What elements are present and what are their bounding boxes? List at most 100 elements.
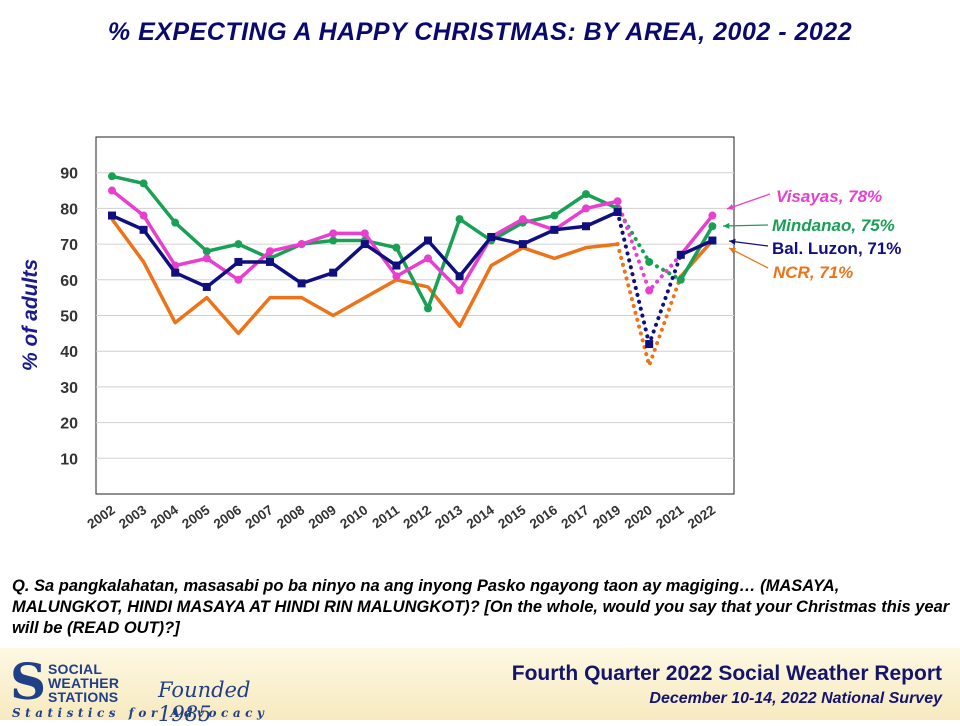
leader-arrow-visayas: [727, 204, 734, 210]
logo-text-social: SOCIAL: [48, 661, 103, 677]
data-point-visayas: [234, 275, 243, 284]
leader-line-bal-luzon: [728, 240, 769, 247]
series-line-ncr: [110, 218, 618, 336]
data-point-bal-luzon: [360, 240, 369, 249]
sws-logo: S SOCIAL WEATHER STATIONS Founded 1985 S…: [10, 652, 264, 726]
data-point-mindanao: [171, 218, 180, 227]
x-tick-label: 2007: [243, 502, 276, 532]
data-point-mindanao: [234, 240, 243, 249]
data-point-mindanao: [582, 190, 590, 199]
y-tick-label: 30: [60, 380, 78, 397]
y-tick-label: 40: [60, 344, 78, 361]
end-label-visayas: Visayas, 78%: [776, 187, 882, 206]
data-point-bal-luzon: [139, 225, 148, 234]
data-point-visayas: [360, 229, 369, 238]
data-point-mindanao: [329, 236, 338, 245]
logo-text-weather: WEATHER: [48, 675, 120, 691]
end-label-ncr: NCR, 71%: [773, 263, 853, 282]
data-point-visayas: [424, 254, 432, 263]
report-title: Fourth Quarter 2022 Social Weather Repor…: [511, 662, 942, 685]
survey-question: Q. Sa pangkalahatan, masasabi po ba niny…: [12, 577, 950, 637]
data-point-visayas: [645, 286, 654, 295]
chart-title: % EXPECTING A HAPPY CHRISTMAS: BY AREA, …: [107, 18, 853, 46]
x-tick-label: 2019: [590, 502, 623, 532]
leader-arrow-mindanao: [723, 222, 730, 229]
data-point-bal-luzon: [676, 250, 685, 259]
data-point-bal-luzon: [455, 272, 464, 281]
logo-tagline: Statistics for Advocacy: [12, 706, 269, 720]
data-point-visayas: [329, 229, 338, 238]
leader-line-visayas: [726, 193, 771, 210]
leader-arrow-bal-luzon: [729, 238, 736, 245]
data-point-visayas: [613, 197, 622, 206]
data-point-visayas: [297, 240, 306, 249]
data-point-visayas: [708, 211, 717, 220]
series-line-visayas: [679, 214, 714, 256]
data-point-visayas: [266, 247, 274, 256]
data-point-bal-luzon: [424, 236, 432, 245]
data-point-bal-luzon: [171, 268, 180, 277]
series-dotted-visayas: [615, 199, 683, 295]
data-point-bal-luzon: [645, 340, 654, 349]
x-tick-label: 2013: [432, 502, 466, 532]
x-tick-label: 2008: [274, 502, 308, 532]
leader-line-mindanao: [722, 224, 769, 227]
data-point-bal-luzon: [297, 279, 306, 288]
x-tick-label: 2003: [116, 502, 150, 532]
x-tick-label: 2022: [685, 502, 718, 532]
report-subtitle: December 10-14, 2022 National Survey: [649, 690, 942, 707]
x-tick-label: 2017: [559, 502, 592, 532]
data-point-mindanao: [108, 172, 116, 181]
x-tick-label: 2006: [211, 502, 245, 532]
series-line-mindanao: [679, 225, 714, 281]
y-tick-label: 90: [60, 166, 78, 183]
data-point-mindanao: [139, 179, 148, 188]
y-tick-label: 60: [60, 273, 78, 290]
x-tick-label: 2015: [495, 502, 529, 532]
x-tick-label: 2009: [306, 502, 339, 532]
data-point-bal-luzon: [234, 257, 243, 266]
data-point-mindanao: [392, 243, 401, 252]
data-point-bal-luzon: [613, 207, 622, 216]
data-point-visayas: [582, 204, 590, 213]
y-axis-label: % of adults: [19, 259, 42, 371]
y-tick-label: 20: [60, 416, 78, 433]
end-label-mindanao: Mindanao, 75%: [772, 216, 895, 235]
data-point-visayas: [518, 215, 527, 224]
data-point-mindanao: [202, 247, 211, 256]
data-point-mindanao: [645, 257, 654, 266]
data-point-visayas: [139, 211, 148, 220]
x-tick-label: 2020: [622, 502, 655, 532]
footer-bar: S SOCIAL WEATHER STATIONS Founded 1985 S…: [0, 648, 960, 726]
data-point-mindanao: [676, 275, 685, 284]
data-point-mindanao: [424, 304, 432, 313]
y-tick-label: 80: [60, 201, 78, 218]
x-tick-label: 2014: [464, 502, 498, 532]
x-tick-label: 2021: [653, 502, 687, 532]
end-label-bal-luzon: Bal. Luzon, 71%: [772, 239, 901, 258]
series-dotted-ncr: [615, 242, 683, 373]
x-tick-label: 2010: [337, 502, 370, 532]
sws-s-icon: S: [10, 652, 47, 711]
x-tick-label: 2012: [401, 502, 434, 532]
data-point-mindanao: [455, 215, 464, 224]
data-point-bal-luzon: [518, 240, 527, 249]
data-point-bal-luzon: [392, 261, 401, 270]
data-point-visayas: [108, 186, 116, 195]
data-point-mindanao: [708, 222, 717, 231]
data-point-bal-luzon: [487, 232, 496, 241]
data-point-mindanao: [550, 211, 559, 220]
data-point-visayas: [202, 254, 211, 263]
y-tick-label: 50: [60, 309, 78, 326]
data-point-visayas: [455, 286, 464, 295]
x-tick-label: 2011: [370, 502, 403, 531]
logo-text-stations: STATIONS: [48, 689, 119, 705]
data-point-bal-luzon: [202, 282, 211, 291]
x-tick-label: 2004: [148, 502, 182, 532]
data-point-bal-luzon: [266, 257, 274, 266]
data-point-bal-luzon: [708, 236, 717, 245]
y-tick-label: 10: [60, 451, 78, 468]
leader-arrow-ncr: [729, 248, 736, 254]
x-tick-label: 2002: [85, 502, 118, 532]
